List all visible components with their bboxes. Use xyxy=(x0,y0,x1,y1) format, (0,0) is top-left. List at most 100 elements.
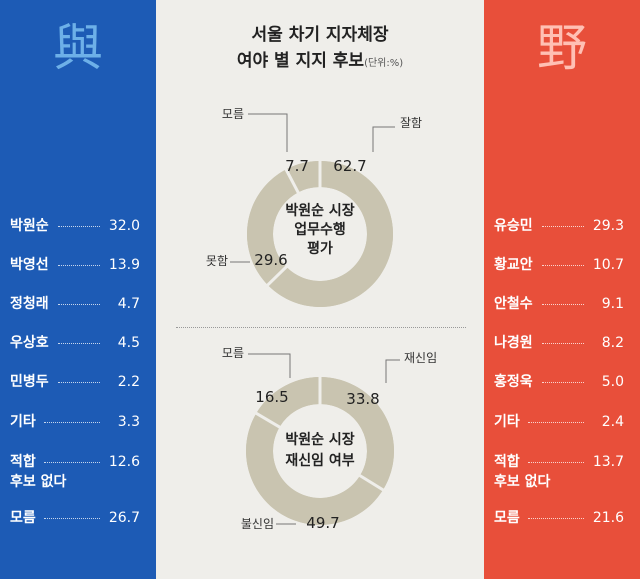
slice-category-label: 모름 xyxy=(222,346,244,360)
slice-category-label: 재신임 xyxy=(404,351,437,365)
leader-dots xyxy=(58,343,100,344)
donut-slice xyxy=(256,377,320,428)
candidate-value: 32.0 xyxy=(108,218,140,234)
candidate-value: 2.2 xyxy=(117,374,140,390)
slice-separator xyxy=(284,167,300,194)
candidate-name: 민병두 xyxy=(10,374,49,390)
candidate-name: 안철수 xyxy=(494,296,533,312)
leader-dots xyxy=(542,304,584,305)
candidate-name: 박영선 xyxy=(10,257,49,273)
chart-divider xyxy=(176,327,466,328)
leader-dots xyxy=(542,343,584,344)
candidate-value: 3.3 xyxy=(117,414,140,430)
unit-label: (단위:%) xyxy=(364,58,404,69)
slice-category-label: 모름 xyxy=(222,107,244,121)
candidate-value: 2.4 xyxy=(601,414,624,430)
opposition-party-panel xyxy=(484,0,640,579)
donut-slice xyxy=(245,413,383,526)
slice-value-label: 33.8 xyxy=(346,390,379,408)
candidate-name: 적합 xyxy=(10,454,36,470)
ruling-candidate-row: 우상호 4.5 xyxy=(10,333,140,353)
ruling-party-panel xyxy=(0,0,156,579)
candidate-value: 8.2 xyxy=(601,335,624,351)
ruling-candidate-row: 박영선 13.9 xyxy=(10,255,140,275)
chart-title-text: 여야 별 지지 후보 xyxy=(236,51,365,71)
leader-line xyxy=(372,126,395,152)
opposition-candidate-row: 황교안 10.7 xyxy=(494,255,624,275)
slice-separator xyxy=(358,473,385,492)
candidate-value: 12.6 xyxy=(108,454,140,470)
slice-category-label: 잘함 xyxy=(400,116,422,130)
opposition-candidate-row: 홍정욱 5.0 xyxy=(494,372,624,392)
slice-category-label: 못함 xyxy=(206,254,228,268)
candidate-name: 모름 xyxy=(10,510,36,526)
donut-center-title: 평가 xyxy=(307,240,333,257)
candidate-value: 26.7 xyxy=(108,510,140,526)
leader-dots xyxy=(542,382,584,383)
candidate-name: 모름 xyxy=(494,510,520,526)
donut-center-title: 업무수행 xyxy=(294,222,346,238)
leader-dots xyxy=(58,382,100,383)
donut-center-title: 재신임 여부 xyxy=(285,452,354,469)
leader-dots xyxy=(58,265,100,266)
candidate-name: 우상호 xyxy=(10,335,49,351)
leader-dots xyxy=(528,518,584,519)
slice-separator xyxy=(254,411,282,429)
candidate-name: 정청래 xyxy=(10,296,49,312)
leader-line xyxy=(248,113,288,152)
candidate-name: 적합 xyxy=(494,454,520,470)
slice-value-label: 49.7 xyxy=(306,514,339,532)
donut-slice xyxy=(267,161,394,307)
leader-dots xyxy=(44,518,100,519)
leader-line xyxy=(248,353,291,378)
candidate-value: 13.7 xyxy=(592,454,624,470)
candidate-value: 29.3 xyxy=(592,218,624,234)
slice-value-label: 29.6 xyxy=(254,251,287,269)
leader-dots xyxy=(44,422,100,423)
ruling-candidate-row: 모름 26.7 xyxy=(10,508,140,528)
donut-slice xyxy=(320,377,394,490)
candidate-name: 황교안 xyxy=(494,257,533,273)
slice-value-label: 16.5 xyxy=(255,388,288,406)
candidate-value: 4.7 xyxy=(117,296,140,312)
ruling-candidate-row: 기타 3.3 xyxy=(10,412,140,432)
leader-dots xyxy=(528,422,584,423)
opposition-candidate-row: 기타 2.4 xyxy=(494,412,624,432)
candidate-name: 홍정욱 xyxy=(494,374,533,390)
candidate-name-line2: 후보 없다 xyxy=(494,474,551,490)
candidate-value: 21.6 xyxy=(592,510,624,526)
candidate-value: 9.1 xyxy=(601,296,624,312)
candidate-name-line2: 후보 없다 xyxy=(10,474,67,490)
candidate-name: 나경원 xyxy=(494,335,533,351)
leader-dots xyxy=(44,462,100,463)
leader-dots xyxy=(542,265,584,266)
ruling-candidate-row: 박원순 32.0 xyxy=(10,216,140,236)
opposition-candidate-row: 모름 21.6 xyxy=(494,508,624,528)
candidate-name: 유승민 xyxy=(494,218,533,234)
leader-dots xyxy=(58,304,100,305)
opposition-candidate-row: 유승민 29.3 xyxy=(494,216,624,236)
ruling-candidate-row: 정청래 4.7 xyxy=(10,294,140,314)
chart-title-line2: 여야 별 지지 후보(단위:%) xyxy=(156,49,484,76)
candidate-value: 10.7 xyxy=(592,257,624,273)
candidate-value: 4.5 xyxy=(117,335,140,351)
candidate-value: 5.0 xyxy=(601,374,624,390)
candidate-name: 박원순 xyxy=(10,218,49,234)
donut-slice xyxy=(247,169,299,285)
leader-dots xyxy=(58,226,100,227)
candidate-name: 기타 xyxy=(494,414,520,430)
opposition-party-hanja: 野 xyxy=(537,19,587,77)
slice-value-label: 62.7 xyxy=(333,157,366,175)
opposition-candidate-row: 안철수 9.1 xyxy=(494,294,624,314)
candidate-value: 13.9 xyxy=(108,257,140,273)
ruling-candidate-row: 민병두 2.2 xyxy=(10,372,140,392)
slice-separator xyxy=(265,265,289,287)
candidate-name: 기타 xyxy=(10,414,36,430)
donut-center-title: 박원순 시장 xyxy=(285,431,354,448)
leader-line xyxy=(385,359,400,383)
